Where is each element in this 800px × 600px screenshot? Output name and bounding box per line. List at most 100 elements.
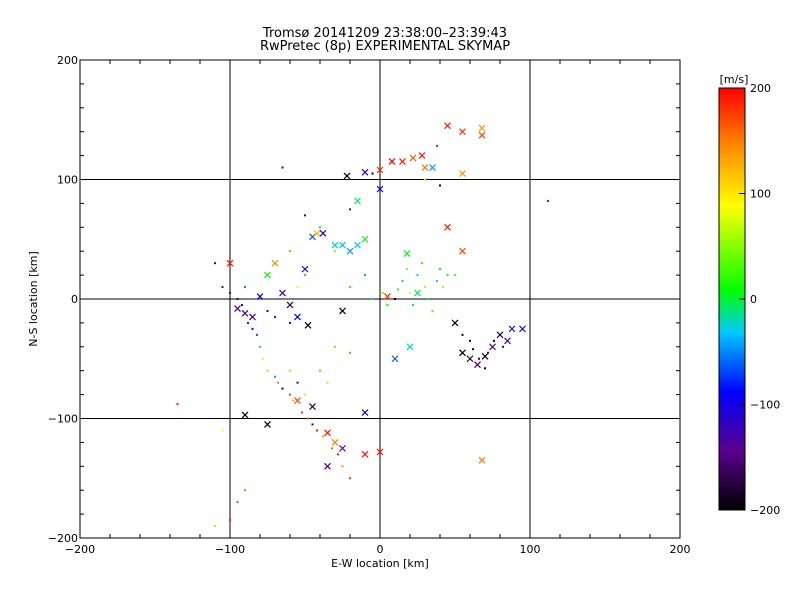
data-point-cross <box>339 307 346 315</box>
data-point-dot <box>502 345 504 348</box>
data-point-dot <box>478 357 480 360</box>
data-point-dot <box>277 381 279 384</box>
data-point-cross <box>354 197 361 205</box>
data-point-dot <box>349 477 351 480</box>
data-point-cross <box>421 164 429 171</box>
data-point-cross <box>478 131 486 139</box>
data-point-cross <box>444 223 451 231</box>
data-point-cross <box>324 429 331 437</box>
data-point-cross <box>376 185 384 193</box>
data-point-cross <box>234 305 241 312</box>
data-point-dot <box>274 375 276 378</box>
data-point-cross <box>451 319 459 327</box>
data-point-dot <box>304 393 306 396</box>
data-point-cross <box>444 122 451 130</box>
colorbar-label: [m/s] <box>720 73 749 86</box>
data-point-cross <box>361 450 369 458</box>
data-point-cross <box>459 247 466 255</box>
data-point-dot <box>334 345 336 348</box>
data-point-cross <box>429 164 436 171</box>
data-point-dot <box>416 274 419 277</box>
data-point-dot <box>281 387 284 390</box>
data-point-dot <box>176 403 179 406</box>
data-point-dot <box>436 145 438 148</box>
data-point-cross <box>271 259 279 267</box>
data-point-dot <box>461 333 464 336</box>
data-point-dot <box>412 303 414 306</box>
data-point-dot <box>289 369 291 372</box>
data-point-cross <box>331 241 339 249</box>
data-point-cross <box>346 247 354 255</box>
data-point-dot <box>221 286 224 289</box>
data-point-dot <box>394 298 396 300</box>
data-point-cross <box>301 265 309 273</box>
data-point-dot <box>289 321 291 324</box>
data-point-dot <box>292 399 294 402</box>
chart-subtitle: RwPretec (8p) EXPERIMENTAL SKYMAP <box>260 39 510 54</box>
data-point-dot <box>214 525 216 528</box>
data-point-cross <box>489 343 496 351</box>
data-point-dot <box>319 369 321 372</box>
data-point-cross <box>414 289 421 297</box>
data-point-cross <box>504 337 511 345</box>
data-point-dot <box>349 286 351 289</box>
colorbar-tick-label: 100 <box>750 188 771 201</box>
data-point-dot <box>214 262 216 265</box>
data-point-dot <box>454 274 456 277</box>
data-point-dot <box>349 351 351 354</box>
data-point-cross <box>519 325 526 333</box>
data-point-dot <box>304 274 306 277</box>
data-point-dot <box>439 184 441 187</box>
data-point-cross <box>339 444 346 452</box>
data-point-dot <box>274 315 276 318</box>
data-point-dot <box>484 367 486 370</box>
data-point-cross <box>478 124 486 132</box>
x-tick-label: 200 <box>670 543 691 556</box>
data-point-dot <box>331 447 333 450</box>
chart-title: Tromsø 20141209 23:38:00–23:39:43 <box>262 26 507 41</box>
data-point-dot <box>262 357 264 360</box>
data-point-dot <box>337 453 339 456</box>
data-point-cross <box>339 241 346 249</box>
data-point-dot <box>442 286 444 289</box>
data-point-dot <box>409 292 411 295</box>
data-point-dot <box>247 321 249 324</box>
data-point-cross <box>478 456 486 464</box>
data-point-cross <box>459 349 466 357</box>
data-point-cross <box>496 331 504 339</box>
data-point-dot <box>281 166 284 169</box>
data-point-dot <box>296 381 299 384</box>
y-axis-label: N-S location [km] <box>27 251 40 347</box>
y-tick-label: −100 <box>48 413 78 426</box>
data-point-dot <box>229 292 231 295</box>
y-tick-label: 200 <box>57 54 78 67</box>
data-point-cross <box>241 309 249 317</box>
data-point-cross <box>388 158 396 165</box>
data-point-dot <box>406 268 408 271</box>
data-point-cross <box>294 397 301 404</box>
data-point-cross <box>319 229 327 237</box>
data-point-cross <box>264 421 271 428</box>
data-point-dot <box>487 351 489 354</box>
data-point-cross <box>324 462 331 470</box>
data-point-cross <box>264 271 271 279</box>
colorbar-tick-label: 0 <box>750 293 757 306</box>
data-point-cross <box>474 361 481 369</box>
data-point-cross <box>313 229 321 237</box>
data-point-dot <box>424 286 426 289</box>
data-point-cross <box>309 403 316 410</box>
data-point-cross <box>399 158 406 165</box>
data-point-cross <box>361 168 369 176</box>
data-point-cross <box>459 128 466 136</box>
data-point-dot <box>547 200 549 203</box>
x-tick-label: −200 <box>65 543 95 556</box>
data-point-cross <box>466 355 474 363</box>
data-point-cross <box>406 343 414 351</box>
data-point-cross <box>384 293 391 301</box>
y-tick-label: −200 <box>48 532 78 545</box>
data-point-cross <box>361 235 369 243</box>
data-point-dot <box>301 411 303 414</box>
data-point-cross <box>376 166 384 174</box>
data-points <box>176 122 549 528</box>
data-point-dot <box>322 435 324 438</box>
